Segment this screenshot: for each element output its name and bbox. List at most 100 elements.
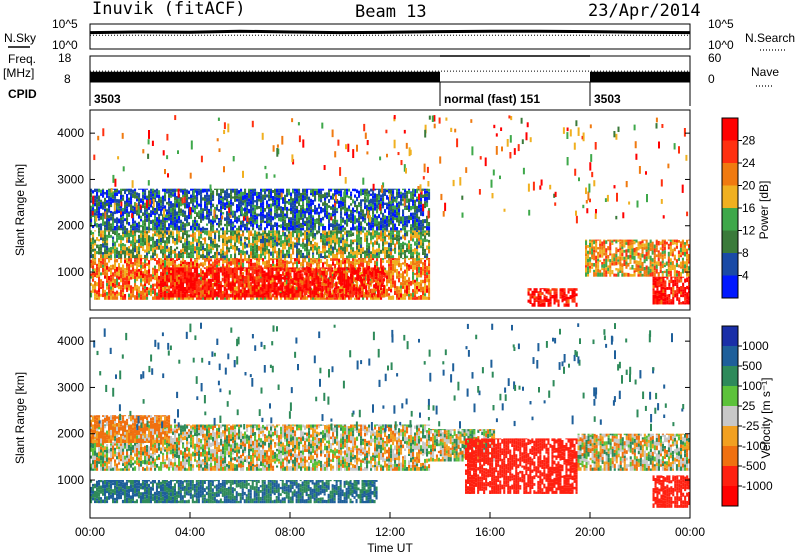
data-cell xyxy=(207,267,210,269)
data-cell xyxy=(308,273,311,278)
data-cell xyxy=(144,254,147,259)
data-cell xyxy=(318,271,321,275)
data-cell xyxy=(234,213,237,216)
data-cell xyxy=(266,217,269,221)
data-cell xyxy=(100,215,103,220)
data-cell xyxy=(316,258,319,260)
data-cell xyxy=(320,209,323,214)
data-cell xyxy=(308,196,311,201)
data-cell xyxy=(170,208,173,213)
data-cell xyxy=(116,247,119,250)
data-cell xyxy=(194,261,197,266)
data-cell xyxy=(412,205,415,210)
data-cell xyxy=(251,270,254,274)
data-cell xyxy=(214,255,217,259)
data-cell xyxy=(392,205,395,209)
data-cell xyxy=(176,295,179,300)
data-cell xyxy=(90,244,93,247)
data-cell xyxy=(102,221,105,226)
data-cell xyxy=(280,188,283,193)
data-cell xyxy=(334,287,337,291)
data-cell xyxy=(294,261,297,265)
data-cell xyxy=(258,265,261,269)
data-cell xyxy=(346,195,349,198)
data-cell xyxy=(164,267,167,270)
data-cell xyxy=(122,197,125,201)
data-cell xyxy=(202,213,205,218)
data-cell xyxy=(261,284,264,288)
data-cell xyxy=(184,188,187,190)
data-cell xyxy=(164,228,167,231)
data-cell xyxy=(122,264,125,270)
data-cell xyxy=(202,230,205,234)
data-cell xyxy=(266,264,269,270)
data-cell xyxy=(366,230,369,233)
data-cell xyxy=(256,236,259,241)
data-cell xyxy=(424,262,427,267)
data-cell xyxy=(118,233,121,236)
data-cell xyxy=(296,287,299,292)
data-cell xyxy=(164,253,167,259)
data-cell xyxy=(106,222,109,226)
data-cell xyxy=(390,255,393,259)
data-cell xyxy=(199,287,202,291)
data-cell xyxy=(257,289,260,294)
data-cell xyxy=(202,245,205,250)
data-cell xyxy=(307,280,310,284)
data-cell xyxy=(410,243,413,247)
data-cell xyxy=(224,260,227,264)
data-cell xyxy=(338,230,341,234)
data-cell xyxy=(402,241,405,245)
data-cell xyxy=(293,288,296,294)
data-cell xyxy=(308,188,311,190)
data-cell xyxy=(342,258,345,262)
data-cell xyxy=(392,212,395,217)
data-cell xyxy=(318,230,321,234)
data-cell xyxy=(215,267,218,273)
data-cell xyxy=(420,231,423,235)
data-cell xyxy=(211,294,214,298)
data-cell xyxy=(396,212,399,216)
data-cell xyxy=(386,270,389,273)
data-cell xyxy=(318,266,321,269)
data-cell xyxy=(336,207,339,211)
data-cell xyxy=(302,255,305,259)
data-cell xyxy=(228,239,231,243)
data-cell xyxy=(280,213,283,218)
data-cell xyxy=(263,292,266,296)
nsearch-label: N.Search xyxy=(745,31,795,45)
data-cell xyxy=(174,222,177,228)
data-cell xyxy=(324,209,327,213)
data-cell xyxy=(246,197,249,202)
data-cell xyxy=(416,196,419,199)
data-cell xyxy=(276,204,279,209)
data-cell xyxy=(268,190,271,195)
data-cell xyxy=(256,216,259,220)
data-cell xyxy=(408,258,411,260)
data-cell xyxy=(174,219,177,223)
data-cell xyxy=(420,245,423,249)
data-cell xyxy=(354,194,357,198)
data-cell xyxy=(292,265,295,269)
data-cell xyxy=(309,267,312,271)
data-cell xyxy=(342,225,345,228)
data-cell xyxy=(296,198,299,202)
data-cell xyxy=(136,230,139,233)
data-cell xyxy=(202,258,205,260)
data-cell xyxy=(138,286,141,290)
data-cell xyxy=(222,263,225,268)
data-cell xyxy=(273,287,276,291)
data-cell xyxy=(124,259,127,264)
frequency-traces xyxy=(90,55,690,82)
data-cell xyxy=(368,212,371,215)
data-cell xyxy=(186,249,189,253)
data-cell xyxy=(140,237,143,243)
data-cell xyxy=(212,261,215,266)
data-cell xyxy=(354,215,357,220)
data-cell xyxy=(102,212,105,217)
data-cell xyxy=(340,230,343,232)
data-cell xyxy=(186,215,189,219)
data-cell xyxy=(288,222,291,227)
data-cell xyxy=(400,267,403,271)
data-cell xyxy=(120,208,123,211)
